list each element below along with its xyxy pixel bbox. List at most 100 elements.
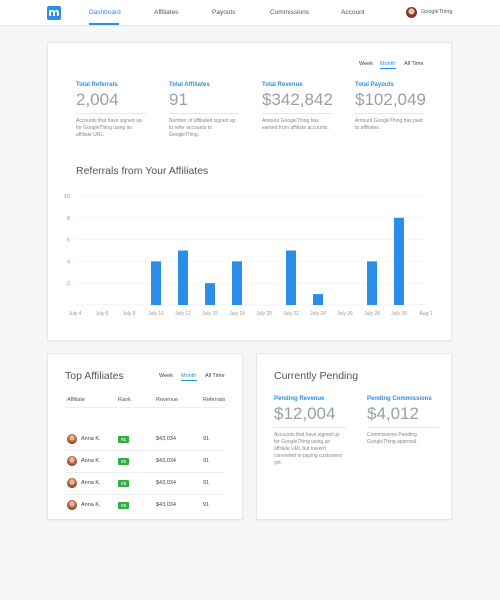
stat-desc: Commissions Pending GoogleThing approval… xyxy=(367,432,418,445)
stat-label: Total Revenue xyxy=(262,82,303,88)
col-rank: Rank xyxy=(118,397,131,403)
x-tick-label: July 28 xyxy=(364,311,380,317)
y-tick-label: 10 xyxy=(64,194,70,200)
pending-card: Currently Pending Pending Revenue $12,00… xyxy=(256,353,452,520)
affiliate-avatar xyxy=(67,500,77,510)
affiliate-referrals: 91 xyxy=(203,458,210,464)
x-tick-label: July 12 xyxy=(175,311,191,317)
range-all-time[interactable]: All Time xyxy=(404,61,424,67)
affiliates-range-month[interactable]: Month xyxy=(181,373,197,379)
y-tick-label: 4 xyxy=(67,259,70,265)
top-affiliates-card: Top Affiliates Week Month All Time Affil… xyxy=(47,353,243,520)
affiliates-range-underline xyxy=(181,380,197,381)
affiliate-referrals: 91 xyxy=(203,436,210,442)
row-divider xyxy=(65,494,225,495)
row-divider xyxy=(65,472,225,473)
x-tick-label: July 10 xyxy=(148,311,164,317)
stat-pending-commissions: Pending Commissions $4,012 Commissions P… xyxy=(367,396,439,446)
chart-title: Referrals from Your Affiliates xyxy=(76,165,209,177)
affiliate-name[interactable]: Anna K. xyxy=(81,502,101,508)
affiliate-name[interactable]: Anna K. xyxy=(81,458,101,464)
stat-pending-revenue: Pending Revenue $12,004 Accounts that ha… xyxy=(274,396,346,467)
stat-total-affiliates: Total Affiliates 91 Number of affiliated… xyxy=(169,82,239,139)
stat-total-referrals: Total Referrals 2,004 Accounts that have… xyxy=(76,82,146,139)
stat-total-revenue: Total Revenue $342,842 Amount GoogleThin… xyxy=(262,82,333,132)
stat-desc: Amount GoogleThing has earned from affil… xyxy=(262,118,329,131)
x-tick-label: July 20 xyxy=(256,311,272,317)
pending-title: Currently Pending xyxy=(274,370,359,382)
top-nav: m Dashboard Affiliates Payouts Commissio… xyxy=(0,0,500,26)
affiliate-name[interactable]: Anna K. xyxy=(81,480,101,486)
stat-label: Pending Revenue xyxy=(274,396,325,402)
stat-label: Total Referrals xyxy=(76,82,118,88)
x-tick-label: July 8 xyxy=(122,311,135,317)
stat-label: Total Affiliates xyxy=(169,82,210,88)
range-month[interactable]: Month xyxy=(380,61,396,67)
x-tick-label: July 26 xyxy=(337,311,353,317)
affiliate-avatar xyxy=(67,456,77,466)
logo-icon[interactable]: m xyxy=(47,6,61,20)
x-tick-label: July 15 xyxy=(202,311,218,317)
stat-desc: Number of affiliated signed up to refer … xyxy=(169,118,236,138)
nav-dashboard[interactable]: Dashboard xyxy=(89,9,121,16)
col-referrals: Referrals xyxy=(203,397,226,403)
x-tick-label: July 22 xyxy=(283,311,299,317)
stat-desc: Amount GoogleThing has paid to affiliate… xyxy=(355,118,423,131)
y-tick-label: 2 xyxy=(67,281,70,287)
overview-card: Week Month All Time Total Referrals 2,00… xyxy=(47,42,452,341)
stat-label: Pending Commissions xyxy=(367,396,432,402)
x-tick-label: Aug 1 xyxy=(419,311,432,317)
stat-value: $342,842 xyxy=(262,91,333,114)
x-tick-label: July 30 xyxy=(391,311,407,317)
bar xyxy=(367,261,377,305)
stat-value: 91 xyxy=(169,91,239,114)
user-name[interactable]: GoogleThing xyxy=(421,9,453,15)
x-tick-label: July 4 xyxy=(68,311,81,317)
x-tick-label: July 18 xyxy=(229,311,245,317)
affiliate-revenue: $43,034 xyxy=(156,502,176,508)
stat-value: $102,049 xyxy=(355,91,426,114)
y-tick-label: 6 xyxy=(67,238,70,244)
user-avatar[interactable] xyxy=(406,7,417,18)
rank-badge: #1 xyxy=(118,436,129,443)
stat-total-payouts: Total Payouts $102,049 Amount GoogleThin… xyxy=(355,82,426,132)
affiliate-referrals: 91 xyxy=(203,502,210,508)
nav-affiliates[interactable]: Affiliates xyxy=(154,9,179,16)
affiliates-range-week[interactable]: Week xyxy=(159,373,173,379)
referrals-chart: 2 4 6 8 10 July 4 July 6 July 8 July 10 July 12 Ju… xyxy=(64,194,433,317)
bar xyxy=(205,283,215,305)
range-active-underline xyxy=(380,68,396,69)
nav-payouts[interactable]: Payouts xyxy=(212,9,236,16)
affiliate-revenue: $43,034 xyxy=(156,436,176,442)
bar xyxy=(151,261,161,305)
col-revenue: Revenue xyxy=(156,397,179,403)
range-week[interactable]: Week xyxy=(359,61,373,67)
x-tick-label: July 24 xyxy=(310,311,326,317)
rank-badge: #4 xyxy=(118,502,129,509)
bar xyxy=(286,250,296,305)
stat-value: $12,004 xyxy=(274,405,346,428)
stat-value: 2,004 xyxy=(76,91,146,114)
affiliate-name[interactable]: Anna K. xyxy=(81,436,101,442)
header-divider xyxy=(65,407,225,408)
nav-commissions[interactable]: Commissions xyxy=(270,9,310,16)
top-affiliates-title: Top Affiliates xyxy=(65,370,124,382)
stat-desc: Accounts that have signed up for GoogleT… xyxy=(76,118,142,138)
rank-badge: #2 xyxy=(118,458,129,465)
affiliate-referrals: 91 xyxy=(203,480,210,486)
affiliate-avatar xyxy=(67,478,77,488)
stat-desc: Accounts that have signed up for GoogleT… xyxy=(274,432,343,466)
y-tick-label: 8 xyxy=(67,216,70,222)
stat-value: $4,012 xyxy=(367,405,439,428)
bar xyxy=(232,261,242,305)
affiliate-avatar xyxy=(67,434,77,444)
stat-label: Total Payouts xyxy=(355,82,394,88)
affiliate-revenue: $43,034 xyxy=(156,480,176,486)
affiliates-range-all-time[interactable]: All Time xyxy=(205,373,225,379)
row-divider xyxy=(65,450,225,451)
nav-account[interactable]: Account xyxy=(341,9,365,16)
bar xyxy=(178,250,188,305)
x-tick-label: July 6 xyxy=(95,311,108,317)
affiliate-revenue: $43,034 xyxy=(156,458,176,464)
col-affiliate: Affiliate xyxy=(67,397,85,403)
